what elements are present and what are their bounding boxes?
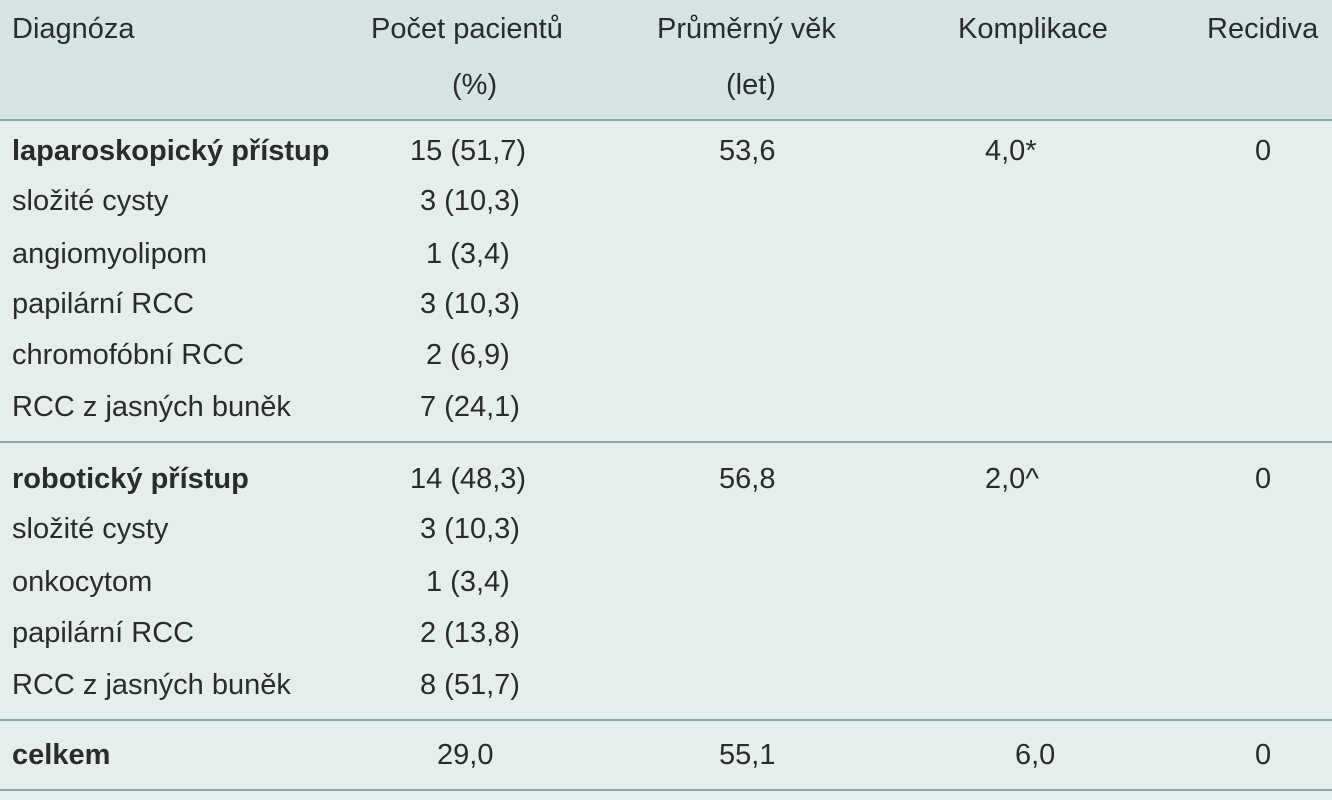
total-recurrence: 0 xyxy=(1255,739,1272,771)
divider xyxy=(0,441,1332,443)
section-recurrence: 0 xyxy=(1255,135,1272,167)
header-recurrence: Recidiva xyxy=(1207,13,1319,45)
divider xyxy=(0,719,1332,721)
header-complications: Komplikace xyxy=(958,13,1108,45)
divider xyxy=(0,119,1332,121)
header-count: Počet pacientů xyxy=(371,13,563,45)
section-count: 14 (48,3) xyxy=(410,463,527,495)
table-row-diagnosis: papilární RCC xyxy=(12,617,195,649)
table-row-count: 7 (24,1) xyxy=(420,391,520,423)
section-complications: 4,0* xyxy=(985,135,1037,167)
table-row-diagnosis: chromofóbní RCC xyxy=(12,339,245,371)
total-label: celkem xyxy=(12,739,111,771)
table-row-diagnosis: papilární RCC xyxy=(12,288,195,320)
header-count-unit: (%) xyxy=(452,69,498,101)
table-row-diagnosis: složité cysty xyxy=(12,185,169,217)
section-age: 53,6 xyxy=(719,135,776,167)
total-complications: 6,0 xyxy=(1015,739,1056,771)
table-row-count: 3 (10,3) xyxy=(420,185,520,217)
table-row-count: 2 (6,9) xyxy=(426,339,510,371)
section-label: robotický přístup xyxy=(12,463,249,495)
table-row-diagnosis: složité cysty xyxy=(12,513,169,545)
header-age: Průměrný věk xyxy=(657,13,836,45)
section-label: laparoskopický přístup xyxy=(12,135,330,167)
table-row-diagnosis: angiomyolipom xyxy=(12,238,208,270)
table-row-diagnosis: RCC z jasných buněk xyxy=(12,391,291,423)
table-row-count: 2 (13,8) xyxy=(420,617,520,649)
table-row-count: 8 (51,7) xyxy=(420,669,520,701)
table-row-diagnosis: onkocytom xyxy=(12,566,153,598)
section-recurrence: 0 xyxy=(1255,463,1272,495)
divider xyxy=(0,789,1332,791)
table-row-count: 1 (3,4) xyxy=(426,238,510,270)
header-diagnosis: Diagnóza xyxy=(12,13,135,45)
total-count: 29,0 xyxy=(437,739,494,771)
total-age: 55,1 xyxy=(719,739,776,771)
table-row-count: 1 (3,4) xyxy=(426,566,510,598)
table-header xyxy=(0,0,1332,120)
section-age: 56,8 xyxy=(719,463,776,495)
table-row-count: 3 (10,3) xyxy=(420,288,520,320)
header-age-unit: (let) xyxy=(726,69,776,101)
table-row-diagnosis: RCC z jasných buněk xyxy=(12,669,291,701)
table-row-count: 3 (10,3) xyxy=(420,513,520,545)
section-count: 15 (51,7) xyxy=(410,135,527,167)
section-complications: 2,0^ xyxy=(985,463,1039,495)
